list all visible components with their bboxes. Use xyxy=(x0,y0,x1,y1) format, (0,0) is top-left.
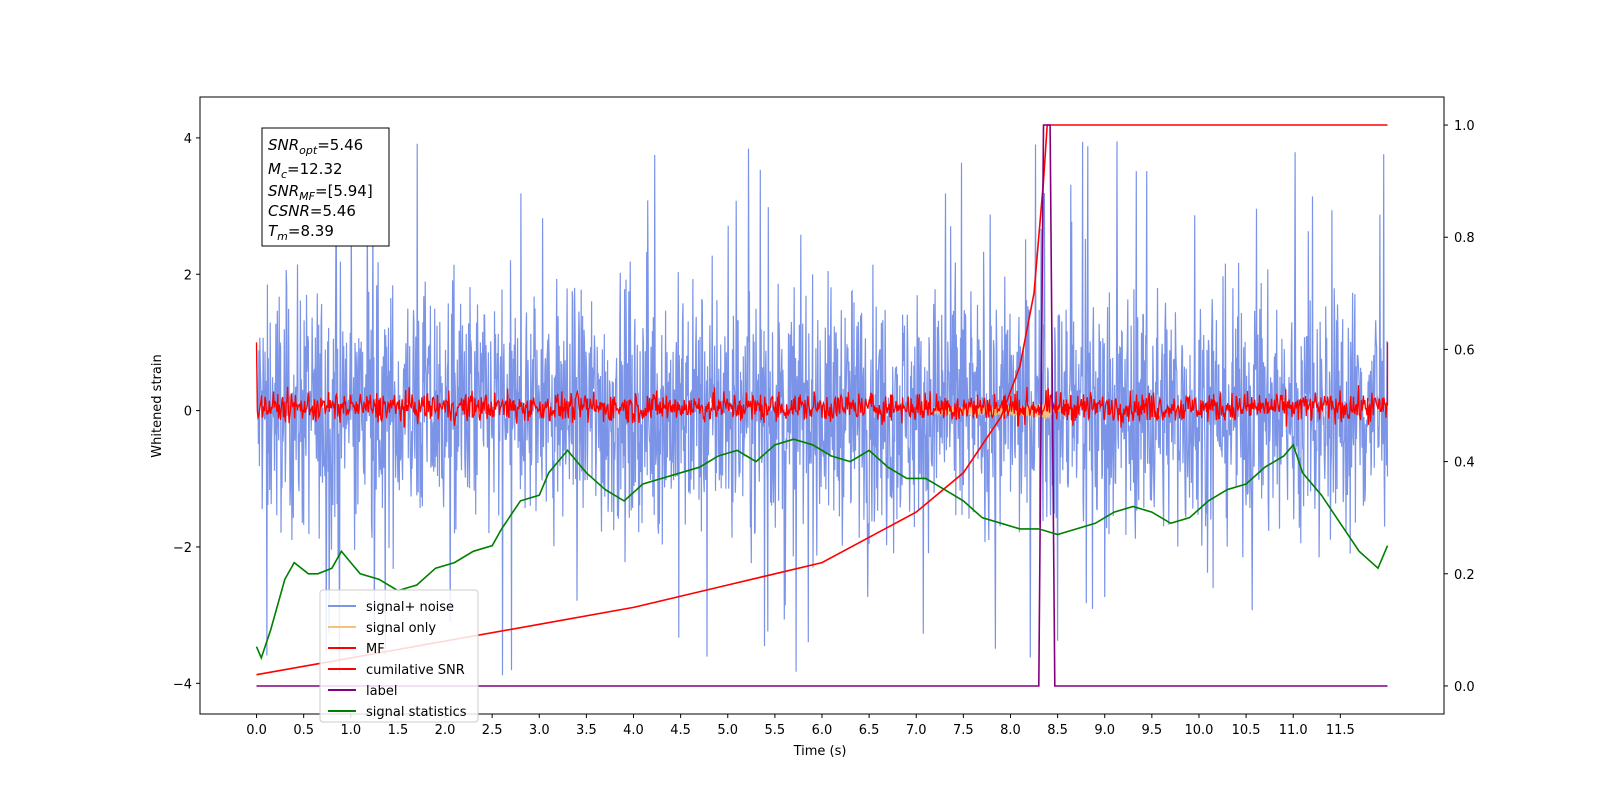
y2-tick-label: 0.0 xyxy=(1454,680,1475,695)
y-tick-label: −2 xyxy=(173,541,192,556)
y-tick-label: −4 xyxy=(173,677,192,692)
x-tick-label: 2.0 xyxy=(435,723,456,738)
series-signal-noise xyxy=(255,141,1389,676)
x-axis-label: Time (s) xyxy=(793,744,847,759)
x-tick-label: 9.5 xyxy=(1142,723,1163,738)
info-csnr: CSNR=5.46 xyxy=(268,202,356,220)
x-tick-label: 7.0 xyxy=(906,723,927,738)
x-tick-label: 1.5 xyxy=(388,723,409,738)
axes-layer: 0.0 0.5 1.0 1.5 2.0 2.5 3.0 3.5 4.0 4.5 5.0 5.5 6.0 6… xyxy=(173,119,1475,738)
y-tick-label: 2 xyxy=(184,268,192,283)
x-tick-label: 2.5 xyxy=(482,723,503,738)
x-tick-label: 0.0 xyxy=(246,723,267,738)
legend-label: signal+ noise xyxy=(366,600,454,615)
series-label xyxy=(256,124,1388,687)
series-signal-statistics xyxy=(255,438,1389,661)
y2-tick-label: 0.6 xyxy=(1454,343,1475,358)
x-tick-label: 5.5 xyxy=(765,723,786,738)
legend-label: signal only xyxy=(366,621,436,636)
x-tick-label: 8.5 xyxy=(1047,723,1068,738)
info-box-frame xyxy=(261,127,390,247)
legend-frame xyxy=(319,589,479,723)
info-mc: Mc=12.32 xyxy=(268,160,343,181)
y-tick-label: 4 xyxy=(184,132,192,147)
info-tm: Tm=8.39 xyxy=(268,222,334,243)
x-tick-label: 5.0 xyxy=(717,723,738,738)
x-tick-label: 9.0 xyxy=(1094,723,1115,738)
y2-tick-label: 0.2 xyxy=(1454,568,1475,583)
x-tick-label: 3.0 xyxy=(529,723,550,738)
y2-tick-label: 0.4 xyxy=(1454,456,1475,471)
info-snr-mf: SNRMF=[5.94] xyxy=(268,182,373,203)
x-tick-label: 10.0 xyxy=(1184,723,1213,738)
legend-label: label xyxy=(366,684,397,699)
x-tick-label: 6.0 xyxy=(812,723,833,738)
y2-tick-label: 1.0 xyxy=(1454,119,1475,134)
y2-tick-label: 0.8 xyxy=(1454,231,1475,246)
y-axis-label: Whitened strain xyxy=(150,354,165,457)
y-tick-label: 0 xyxy=(184,405,192,420)
x-tick-label: 4.5 xyxy=(670,723,691,738)
legend: signal+ noise signal only MF cumilative SNR… xyxy=(319,589,479,723)
x-tick-label: 11.0 xyxy=(1279,723,1308,738)
info-box: SNRopt=5.46 Mc=12.32 SNRMF=[5.94] CSNR=5… xyxy=(261,127,390,247)
x-tick-label: 8.0 xyxy=(1000,723,1021,738)
x-tick-label: 6.5 xyxy=(859,723,880,738)
x-tick-label: 3.5 xyxy=(576,723,597,738)
legend-label: MF xyxy=(366,642,385,657)
x-tick-label: 4.0 xyxy=(623,723,644,738)
legend-label: cumilative SNR xyxy=(366,663,465,678)
x-tick-label: 1.0 xyxy=(340,723,361,738)
x-tick-label: 0.5 xyxy=(293,723,314,738)
legend-entries: signal+ noise signal only MF cumilative SNR… xyxy=(328,600,467,720)
info-snr-opt: SNRopt=5.46 xyxy=(268,136,363,157)
legend-label: signal statistics xyxy=(366,705,467,720)
x-tick-label: 11.5 xyxy=(1326,723,1355,738)
x-tick-label: 7.5 xyxy=(953,723,974,738)
series-mf xyxy=(255,342,1389,428)
x-tick-label: 10.5 xyxy=(1232,723,1261,738)
